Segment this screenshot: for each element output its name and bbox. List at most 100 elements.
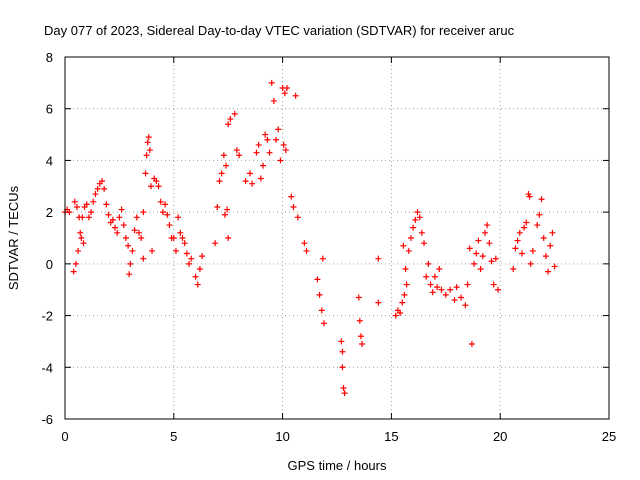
data-point <box>294 214 301 221</box>
data-point <box>486 240 493 247</box>
data-point <box>122 235 129 241</box>
data-point <box>101 185 108 192</box>
data-point <box>359 341 366 348</box>
data-point <box>199 253 206 260</box>
data-point <box>140 209 147 216</box>
data-point <box>339 364 346 371</box>
data-point <box>231 110 238 117</box>
data-point <box>442 291 449 298</box>
data-point <box>431 273 438 280</box>
data-point <box>183 250 190 257</box>
data-point <box>225 235 232 241</box>
data-point <box>484 222 491 229</box>
data-point <box>233 147 240 154</box>
data-point <box>464 281 471 288</box>
data-point <box>146 147 153 154</box>
data-point <box>227 116 234 123</box>
data-point <box>66 209 73 216</box>
data-point <box>223 162 230 169</box>
data-point <box>549 229 556 236</box>
data-point <box>418 229 425 236</box>
data-point <box>257 175 264 182</box>
data-point <box>90 198 97 205</box>
data-point <box>451 297 458 304</box>
data-point <box>540 235 547 241</box>
data-point <box>479 253 486 260</box>
data-point <box>126 271 133 278</box>
data-point <box>155 183 162 190</box>
data-point <box>175 214 182 221</box>
data-point <box>220 152 227 159</box>
data-point <box>127 260 134 267</box>
data-point <box>416 214 423 221</box>
x-tick-label: 10 <box>275 429 289 444</box>
plot-frame <box>64 56 610 420</box>
data-point <box>468 341 475 348</box>
data-point <box>157 198 164 205</box>
x-tick-label: 5 <box>170 429 177 444</box>
data-point <box>356 317 363 324</box>
data-point <box>458 294 465 301</box>
data-point <box>399 299 406 306</box>
data-point <box>225 121 232 128</box>
data-point <box>542 253 549 260</box>
data-point <box>375 255 382 262</box>
data-point <box>412 216 419 223</box>
data-point <box>338 338 345 345</box>
data-point <box>166 222 173 229</box>
data-point <box>526 193 533 200</box>
x-tick-label: 20 <box>493 429 507 444</box>
data-point <box>262 131 269 138</box>
data-point <box>518 250 525 257</box>
data-point <box>407 235 414 241</box>
data-point <box>224 206 231 213</box>
data-point <box>488 258 495 265</box>
x-tick-label: 25 <box>602 429 616 444</box>
data-point <box>314 276 321 283</box>
data-point <box>188 255 195 262</box>
data-point <box>318 307 325 314</box>
y-tick-label: -2 <box>41 309 53 324</box>
data-point <box>471 260 478 267</box>
data-point <box>270 97 277 104</box>
data-point <box>405 247 412 254</box>
data-point <box>94 185 101 192</box>
data-point <box>170 235 177 241</box>
data-point <box>275 126 282 133</box>
data-point <box>282 147 289 154</box>
data-point <box>186 260 193 267</box>
data-point <box>214 203 221 210</box>
data-point <box>118 206 125 213</box>
data-point <box>242 178 249 185</box>
data-point <box>490 281 497 288</box>
data-point <box>212 240 219 247</box>
data-point <box>397 309 404 316</box>
y-tick-label: -6 <box>41 412 53 427</box>
data-point <box>402 266 409 273</box>
data-point <box>277 157 284 164</box>
data-point <box>529 247 536 254</box>
data-point <box>429 289 436 296</box>
data-point <box>403 281 410 288</box>
data-point <box>421 240 428 247</box>
data-point <box>512 245 519 252</box>
data-point <box>162 201 169 208</box>
data-point <box>140 255 147 262</box>
data-point <box>414 209 421 216</box>
data-point <box>477 266 484 273</box>
data-point <box>281 90 288 97</box>
data-point <box>290 203 297 210</box>
data-point <box>125 242 132 249</box>
data-point <box>177 229 184 236</box>
data-point <box>83 201 90 208</box>
data-point <box>375 299 382 306</box>
data-point <box>462 302 469 309</box>
data-point <box>410 224 417 231</box>
data-point <box>316 291 323 298</box>
y-axis-label: SDTVAR / TECUs <box>6 185 21 290</box>
data-point <box>273 136 280 143</box>
data-point <box>78 235 85 241</box>
data-point <box>142 170 149 177</box>
y-tick-label: 8 <box>46 50 53 65</box>
data-point <box>303 247 310 254</box>
